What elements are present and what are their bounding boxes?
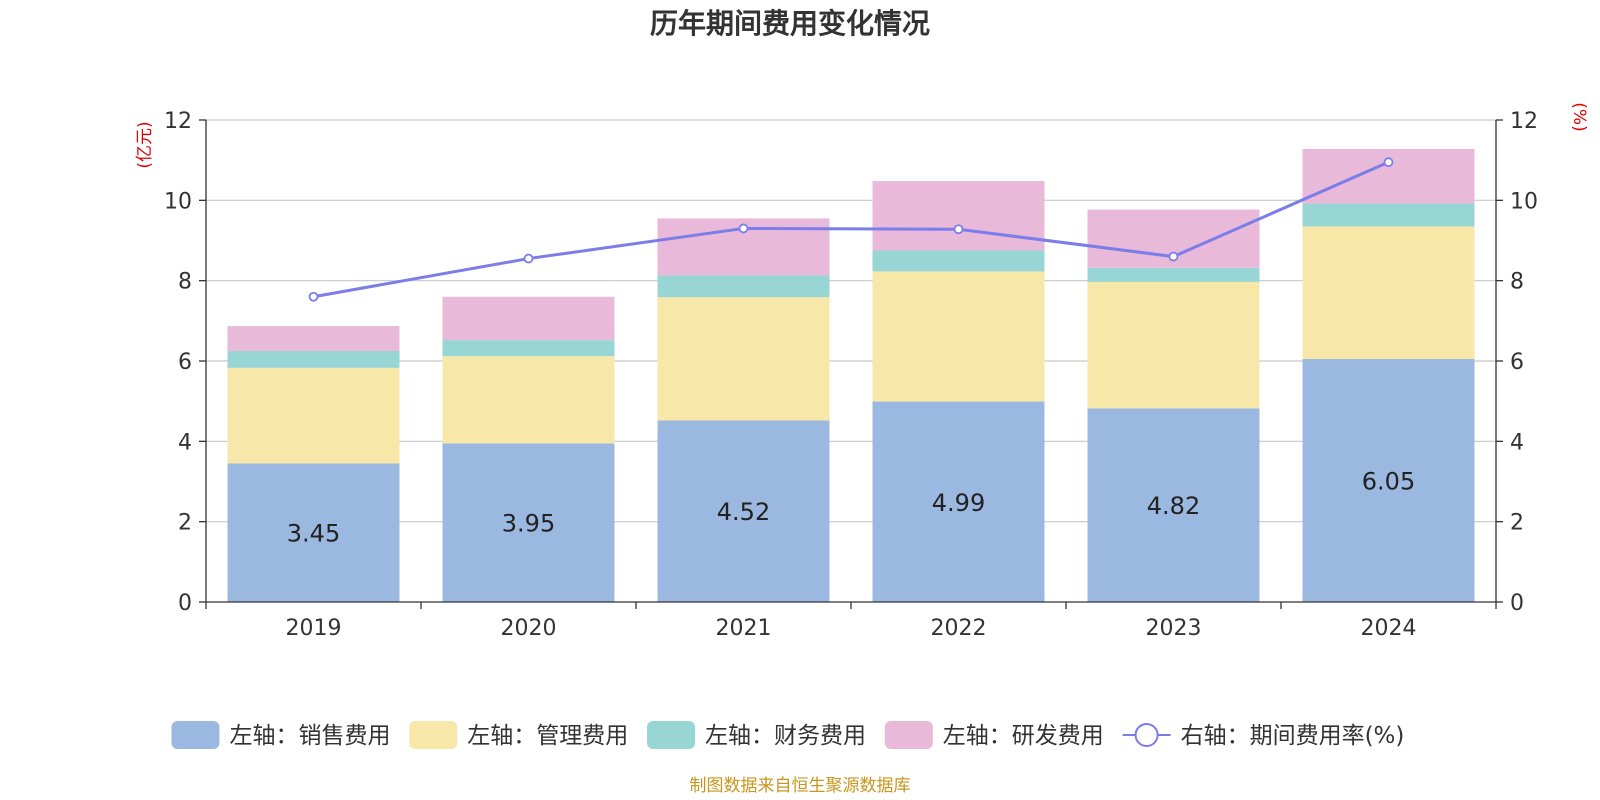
grid-lines (206, 119, 1496, 523)
bar-value-label: 3.95 (502, 510, 555, 538)
x-tick-label: 2023 (1146, 616, 1202, 641)
bar-segment (1302, 203, 1475, 227)
bar-segment (872, 181, 1045, 251)
legend-swatch (647, 721, 696, 749)
bar-segment (1087, 281, 1260, 409)
bar-segment (872, 401, 1045, 602)
right-tick-label: 12 (1510, 109, 1538, 134)
legend: 左轴：销售费用 左轴：管理费用 左轴：财务费用 左轴：研发费用 右轴：期间费用率(%) (171, 721, 1404, 749)
legend-label: 右轴：期间费用率(%) (1181, 723, 1405, 749)
bar-segment (657, 420, 830, 602)
rate-point (308, 291, 319, 302)
rate-line-path (313, 160, 1390, 299)
rate-point (1383, 157, 1394, 168)
bar-segment (657, 275, 830, 298)
bar-segment (227, 367, 400, 464)
bar-segment (227, 326, 400, 351)
left-tick-label: 4 (178, 430, 192, 455)
bar-stacks (227, 148, 1475, 602)
bar-value-label: 3.45 (287, 520, 340, 548)
bar-segment (872, 250, 1045, 272)
left-axis-unit: (亿元) (135, 121, 155, 168)
bar-segment (1087, 267, 1260, 282)
legend-label: 左轴：管理费用 (467, 723, 628, 749)
right-tick-label: 2 (1510, 511, 1524, 536)
bar-segment (1087, 408, 1260, 602)
right-tick-label: 6 (1510, 350, 1524, 375)
legend-label: 左轴：财务费用 (705, 723, 866, 749)
bar-segment (872, 271, 1045, 402)
bar-labels: 3.45 3.95 4.52 4.99 4.82 6.05 (287, 467, 1415, 547)
bar-segment (657, 297, 830, 421)
legend-swatch (171, 721, 220, 749)
x-tick-label: 2022 (931, 616, 987, 641)
rate-point (953, 224, 964, 235)
bar-value-label: 4.99 (932, 489, 985, 517)
source-note: 制图数据来自恒生聚源数据库 (690, 776, 911, 796)
x-tick-label: 2021 (716, 616, 772, 641)
left-tick-label: 10 (164, 189, 192, 214)
bar-segment (227, 350, 400, 368)
legend-swatch (409, 721, 458, 749)
bar-segment (442, 296, 615, 341)
right-axis-unit: (%) (1569, 102, 1589, 131)
rate-point (523, 253, 534, 264)
left-tick-label: 2 (178, 511, 192, 536)
axes: 0 2 4 6 8 10 12 0 2 4 6 8 10 12 2019 2020 2021 2022 2023 20… (164, 109, 1538, 641)
legend-circle-marker (1134, 723, 1159, 747)
bar-segment (442, 340, 615, 357)
bar-value-label: 6.05 (1362, 467, 1415, 495)
bar-segment (1302, 148, 1475, 204)
bar-value-label: 4.52 (717, 498, 770, 526)
bar-segment (1302, 226, 1475, 359)
right-tick-label: 4 (1510, 430, 1524, 455)
x-tick-label: 2020 (501, 616, 557, 641)
legend-swatch (884, 721, 933, 749)
rate-point (1168, 251, 1179, 262)
bar-segment (442, 443, 615, 602)
right-tick-label: 10 (1510, 189, 1538, 214)
right-tick-label: 8 (1510, 270, 1524, 295)
bar-segment (442, 356, 615, 444)
rate-line (308, 157, 1394, 302)
bar-value-label: 4.82 (1147, 492, 1200, 520)
bar-segment (227, 463, 400, 602)
x-tick-label: 2019 (286, 616, 342, 641)
left-tick-label: 8 (178, 270, 192, 295)
chart-title: 历年期间费用变化情况 (650, 7, 930, 40)
right-tick-label: 0 (1510, 591, 1524, 616)
left-tick-label: 12 (164, 109, 192, 134)
rate-point (738, 223, 749, 234)
bar-segment (1302, 358, 1475, 602)
legend-label: 左轴：销售费用 (229, 723, 390, 749)
legend-label: 左轴：研发费用 (943, 723, 1104, 749)
left-tick-label: 0 (178, 591, 192, 616)
left-tick-label: 6 (178, 350, 192, 375)
x-tick-label: 2024 (1361, 616, 1417, 641)
